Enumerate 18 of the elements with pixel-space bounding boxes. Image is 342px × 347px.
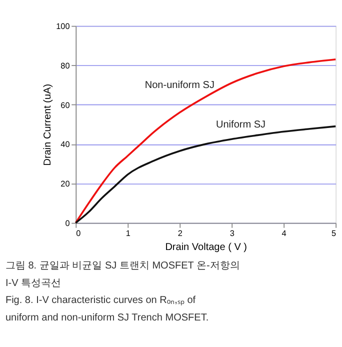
x-tick-label: 3 — [230, 229, 235, 238]
y-axis-title: Drain Current (uA) — [42, 84, 54, 166]
x-tick-label: 5 — [332, 229, 337, 238]
x-tick-label: 4 — [282, 229, 287, 238]
y-tick-label: 0 — [65, 219, 70, 228]
y-tick-label: 100 — [56, 22, 70, 32]
y-tick-label: 20 — [60, 180, 70, 189]
y-tick-label: 60 — [60, 100, 70, 110]
x-tick-label: 1 — [126, 229, 131, 238]
caption: Fig. 8. I-V characteristic curves on Rₒₙ,ₛₚ of uniform and non-uniform SJ Trench MOSFET. — [5, 295, 209, 324]
y-tick-label: 80 — [60, 61, 70, 70]
caption: 그림 8. 균일과 비균일 SJ 트랜치 MOSFET 온-저항의 I-V 특성곡선 — [5, 260, 240, 289]
y-tick-label: 40 — [60, 140, 70, 150]
series-label: Uniform SJ — [216, 119, 266, 130]
x-axis-title: Drain Voltage ( V ) — [165, 242, 248, 253]
x-tick-label: 2 — [178, 229, 183, 238]
x-tick-label: 0 — [76, 229, 82, 238]
series-label: Non-uniform SJ — [144, 80, 214, 91]
